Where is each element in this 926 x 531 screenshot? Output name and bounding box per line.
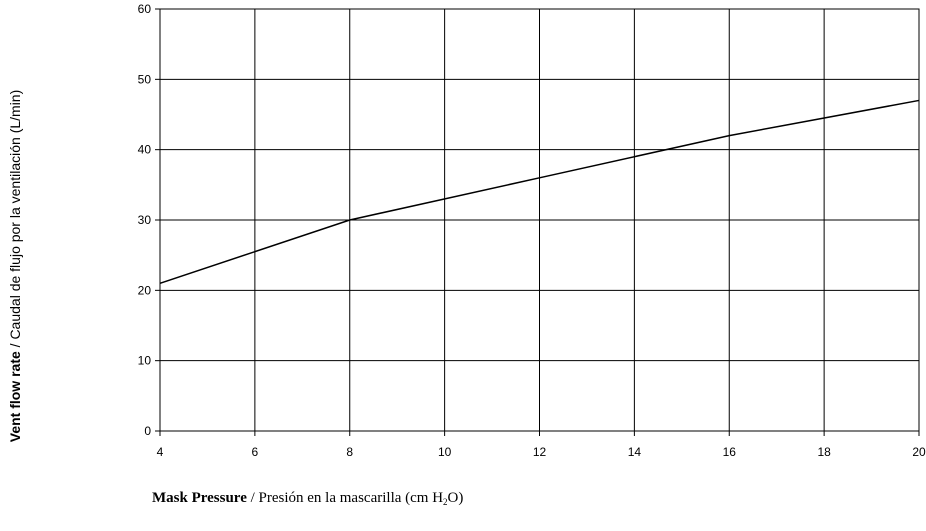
x-axis-label-tail: O) (447, 490, 464, 506)
x-tick-label: 10 (438, 445, 452, 459)
y-tick-label: 20 (138, 283, 152, 297)
x-tick-label: 4 (157, 445, 164, 459)
plot-frame (159, 8, 920, 432)
y-tick-label: 30 (138, 213, 152, 227)
x-tick-label: 20 (912, 445, 926, 459)
y-tick-label: 40 (138, 143, 152, 157)
x-axis-label-subscript: 2 (443, 497, 448, 507)
x-axis-ticks: 4 6 8 10 12 14 16 18 20 (157, 431, 926, 459)
grid-lines (159, 8, 920, 432)
series-layer (159, 99, 920, 285)
x-tick-label: 18 (817, 445, 831, 459)
y-axis-ticks: 0 10 20 30 40 50 60 (138, 2, 160, 438)
y-axis-label: Vent flow rate / Caudal de flujo por la … (7, 89, 23, 442)
y-tick-label: 0 (144, 424, 151, 438)
x-tick-label: 6 (252, 445, 259, 459)
x-axis-label-bold: Mask Pressure (152, 490, 247, 506)
x-tick-label: 8 (346, 445, 353, 459)
y-axis-label-bold: Vent flow rate (7, 350, 23, 442)
y-axis-label-rest: / Caudal de flujo por la ventilación (L/… (7, 89, 23, 351)
y-tick-label: 60 (138, 2, 152, 16)
x-tick-label: 14 (628, 445, 642, 459)
x-tick-label: 12 (533, 445, 547, 459)
x-axis-label-rest: / Presión en la mascarilla (cm H (246, 490, 444, 506)
y-tick-label: 10 (138, 354, 152, 368)
x-tick-label: 16 (723, 445, 737, 459)
y-tick-label: 50 (138, 72, 152, 86)
series-line-0 (159, 99, 920, 285)
x-axis-label: Mask Pressure / Presión en la mascarilla… (152, 490, 463, 507)
y-axis-label-container: Vent flow rate / Caudal de flujo por la … (5, 0, 25, 531)
